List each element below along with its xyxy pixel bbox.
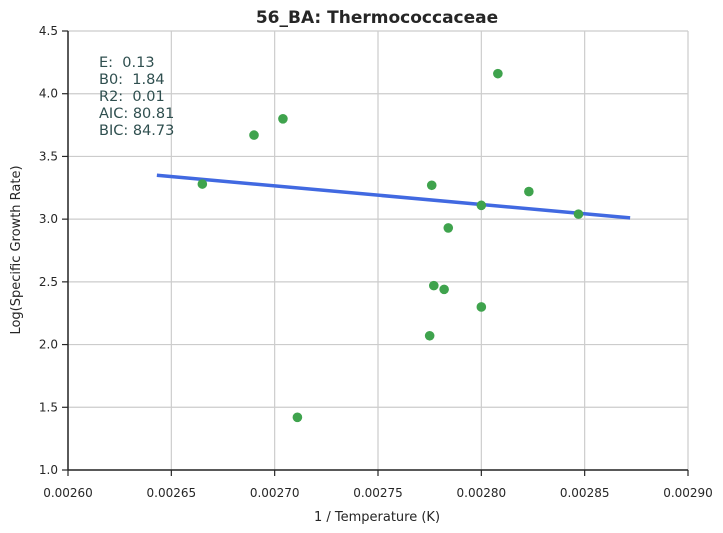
chart-title: 56_BA: Thermococcaceae	[256, 8, 498, 28]
annotation-b0: B0: 1.84	[99, 72, 165, 88]
y-tick-label: 1.0	[39, 463, 58, 477]
y-tick-label: 1.5	[39, 400, 58, 414]
x-tick-label: 0.00260	[43, 486, 93, 500]
y-tick-label: 3.0	[39, 212, 58, 226]
x-tick-label: 0.00290	[663, 486, 713, 500]
x-tick-label: 0.00270	[250, 486, 300, 500]
y-axis-label: Log(Specific Growth Rate)	[9, 165, 24, 334]
annotation-e: E: 0.13	[99, 55, 155, 71]
data-point	[476, 200, 487, 211]
fit-line-group	[156, 173, 631, 220]
data-point	[278, 114, 288, 124]
grid	[67, 30, 689, 471]
x-tick-label: 0.00265	[147, 486, 197, 500]
x-tick-label: 0.00280	[457, 486, 507, 500]
data-point	[493, 68, 503, 79]
data-point	[249, 130, 259, 140]
y-tick-label: 2.5	[39, 275, 58, 289]
data-point	[439, 284, 449, 295]
data-point	[197, 179, 208, 189]
y-tick-label: 2.0	[39, 338, 58, 352]
x-axis-ticks: 0.00260 0.00265 0.00270 0.00275 0.00280 0.002…	[43, 470, 713, 500]
data-point	[424, 330, 435, 341]
y-axis-ticks: 1.0 1.5 2.0 2.5 3.0 3.5 4.0 4.5	[39, 24, 68, 477]
y-tick-label: 4.0	[39, 87, 58, 101]
data-point	[524, 186, 534, 197]
data-points	[197, 68, 584, 423]
y-tick-label: 4.5	[39, 24, 58, 38]
data-point	[426, 180, 437, 191]
x-axis-label: 1 / Temperature (K)	[314, 510, 440, 525]
data-point	[476, 302, 487, 312]
fit-line	[156, 173, 631, 220]
data-point	[573, 209, 584, 219]
annotation-aic: AIC: 80.81	[99, 106, 174, 122]
data-point	[429, 280, 439, 291]
annotation-bic: BIC: 84.73	[99, 123, 174, 139]
x-tick-label: 0.00285	[560, 486, 610, 500]
y-tick-label: 3.5	[39, 149, 58, 163]
x-tick-label: 0.00275	[353, 486, 403, 500]
data-point	[292, 412, 303, 423]
fit-stats-annotation: E: 0.13 B0: 1.84 R2: 0.01 AIC: 80.81 BIC…	[99, 55, 174, 139]
annotation-r2: R2: 0.01	[99, 89, 165, 105]
data-point	[443, 223, 454, 233]
